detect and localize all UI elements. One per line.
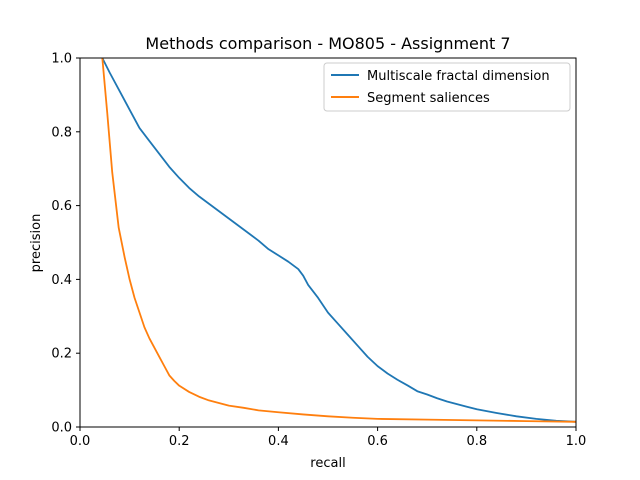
y-tick-label: 0.6 [51,199,72,214]
series-layer [101,57,577,423]
legend-label-multiscale-fractal-dimension: Multiscale fractal dimension [367,69,550,84]
y-axis-label: precision [29,214,44,273]
plot-frame [79,57,577,428]
x-axis-ticks: 0.0 0.2 0.4 0.6 0.8 1.0 [70,427,587,449]
y-tick-label: 0.0 [51,421,72,436]
x-tick-label: 0.4 [268,434,289,449]
x-axis-label: recall [310,456,345,471]
y-tick-label: 1.0 [51,52,72,67]
legend-label-segment-saliences: Segment saliences [367,91,490,106]
chart-title: Methods comparison - MO805 - Assignment … [145,34,510,53]
y-tick-label: 0.4 [51,273,72,288]
y-axis-ticks: 0.0 0.2 0.4 0.6 0.8 1.0 [51,52,80,436]
legend: Multiscale fractal dimension Segment sal… [323,62,571,112]
x-tick-label: 1.0 [566,434,587,449]
y-tick-label: 0.2 [51,347,72,362]
x-tick-label: 0.0 [70,434,91,449]
x-tick-label: 0.2 [169,434,190,449]
x-tick-label: 0.8 [466,434,487,449]
x-tick-label: 0.6 [367,434,388,449]
series-line-segment-saliences [101,57,577,423]
legend-box [323,62,571,112]
y-tick-label: 0.8 [51,125,72,140]
plot-area [80,58,576,427]
series-line-multiscale-fractal-dimension [101,57,577,423]
